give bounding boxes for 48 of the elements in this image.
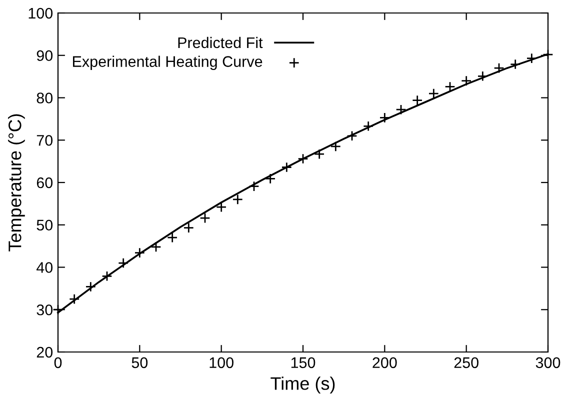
x-tick-label: 250 <box>454 357 478 368</box>
point <box>510 58 521 70</box>
point <box>428 88 440 99</box>
point <box>248 180 260 192</box>
point <box>183 222 194 234</box>
y-tick-label: 60 <box>36 177 53 188</box>
point <box>298 153 308 164</box>
point <box>102 270 112 282</box>
point <box>150 242 162 252</box>
point <box>412 94 423 106</box>
y-tick-label: 90 <box>36 50 53 62</box>
point <box>118 258 129 268</box>
point <box>379 112 390 124</box>
point <box>396 104 406 115</box>
y-tick-label: 40 <box>36 262 53 273</box>
point <box>477 70 488 82</box>
point <box>330 141 342 152</box>
y-tick-label: 50 <box>36 220 53 231</box>
point <box>85 281 96 292</box>
x-tick-label: 0 <box>54 357 62 368</box>
point <box>68 294 80 304</box>
x-tick-label: 50 <box>132 357 148 368</box>
x-tick-label: 300 <box>536 357 560 368</box>
point <box>166 232 178 243</box>
point <box>200 212 210 224</box>
point <box>281 162 292 173</box>
x-tick-label: 100 <box>210 357 234 368</box>
point <box>362 120 374 132</box>
x-axis-title: Time (s) <box>270 376 335 394</box>
point <box>216 202 227 212</box>
point <box>232 194 244 205</box>
y-tick-label: 20 <box>36 346 53 358</box>
y-tick-label: 80 <box>36 92 53 104</box>
y-axis-title: Temperature (°C) <box>8 114 25 252</box>
point <box>314 148 325 160</box>
point <box>494 62 504 74</box>
point <box>264 173 276 184</box>
point <box>134 247 146 258</box>
y-tick-label: 70 <box>36 134 53 146</box>
y-tick-label: 30 <box>36 304 53 316</box>
legend-label: Predicted Fit <box>178 36 263 48</box>
legend-label: Experimental Heating Curve <box>73 56 262 70</box>
point <box>460 75 472 86</box>
point <box>346 130 358 142</box>
x-tick-label: 200 <box>372 357 397 368</box>
y-tick-label: 100 <box>28 8 53 19</box>
x-tick-label: 150 <box>291 357 316 368</box>
point <box>444 81 456 92</box>
